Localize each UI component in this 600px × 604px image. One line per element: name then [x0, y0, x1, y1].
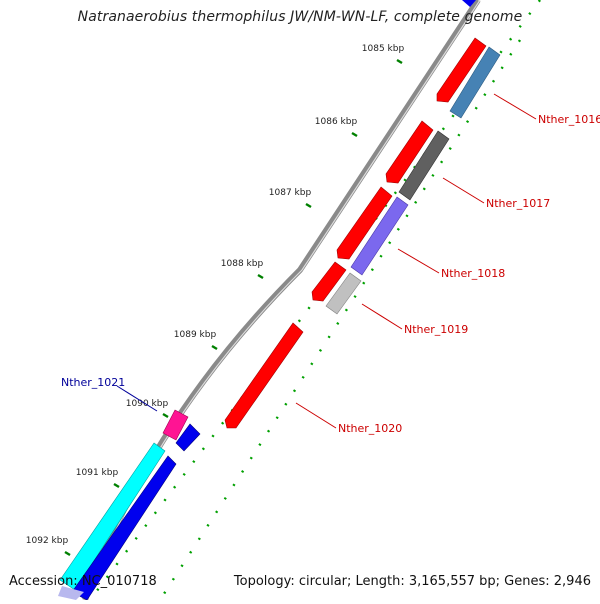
gene-label-leader: [116, 385, 158, 412]
tick-label: 1092 kbp: [26, 536, 69, 546]
tick-mark: [257, 273, 264, 280]
gene-label-nther-1017[interactable]: Nther_1017: [486, 197, 550, 210]
gene-arrow-top-fragment[interactable]: [462, 0, 476, 7]
accession-text: Accession: NC_010718: [9, 574, 157, 589]
genome-summary-text: Topology: circular; Length: 3,165,557 bp…: [233, 574, 591, 589]
gene-arrow-lavender: [58, 586, 84, 600]
gene-arrow-nther-1021-blue[interactable]: [175, 423, 201, 452]
gene-label-leader: [397, 248, 440, 274]
tick-mark: [211, 344, 218, 351]
gene-arrow-nther-1016-red[interactable]: [436, 37, 487, 103]
tick-mark: [396, 58, 403, 65]
gene-arrow-nther-1018-slate[interactable]: [350, 196, 409, 276]
gene-label-nther-1020[interactable]: Nther_1020: [338, 422, 402, 435]
gene-label-leader: [442, 177, 485, 204]
tick-layer: 1085 kbp 1086 kbp 1087 kbp 1088 kbp 1089 kbp…: [26, 44, 405, 557]
tick-mark: [351, 131, 358, 138]
gene-label-leader: [295, 402, 337, 429]
gene-arrow-cyan[interactable]: [59, 442, 166, 591]
gene-label-layer: Nther_1016 Nther_1017 Nther_1018 Nther_1019…: [61, 93, 600, 435]
gene-arrow-nther-1016-blue[interactable]: [449, 46, 501, 119]
outer-guide: [89, 0, 541, 601]
gene-label-nther-1016[interactable]: Nther_1016: [538, 113, 600, 126]
tick-label: 1087 kbp: [269, 188, 312, 198]
tick-label: 1086 kbp: [315, 117, 358, 127]
gene-arrow-nther-1019-lightgray[interactable]: [325, 272, 362, 315]
tick-label: 1089 kbp: [174, 330, 217, 340]
gene-label-nther-1018[interactable]: Nther_1018: [441, 267, 505, 280]
gene-arrow-nther-1017-gray[interactable]: [398, 130, 450, 201]
gene-arrow-nther-1020[interactable]: [224, 322, 304, 429]
gene-arrow-nther-1017-red[interactable]: [385, 120, 434, 184]
tick-mark: [113, 482, 120, 489]
gene-arrow-nther-1021-magenta[interactable]: [162, 409, 189, 441]
gene-label-nther-1019[interactable]: Nther_1019: [404, 323, 468, 336]
tick-mark: [305, 202, 312, 209]
tick-label: 1085 kbp: [362, 44, 405, 54]
gene-label-nther-1021[interactable]: Nther_1021: [61, 376, 125, 389]
gene-arrow-nther-1019-red[interactable]: [311, 261, 347, 302]
gene-label-leader: [361, 303, 403, 330]
tick-mark: [162, 412, 169, 419]
map-title: Natranaerobius thermophilus JW/NM-WN-LF,…: [77, 9, 523, 25]
tick-label: 1088 kbp: [221, 259, 264, 269]
tick-label: 1091 kbp: [76, 468, 119, 478]
tick-label: 1090 kbp: [126, 399, 169, 409]
gene-arrow-nther-1018-red[interactable]: [336, 186, 393, 260]
gene-label-leader: [493, 93, 537, 120]
tick-mark: [64, 550, 71, 557]
